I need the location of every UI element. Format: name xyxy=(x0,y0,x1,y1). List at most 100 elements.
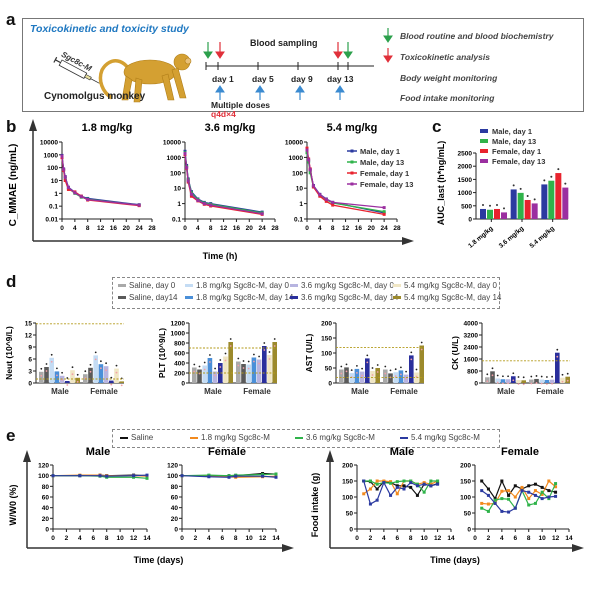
data-dot xyxy=(366,354,369,357)
data-dot xyxy=(356,372,358,374)
data-dot xyxy=(253,353,255,356)
data-dot xyxy=(517,376,520,378)
data-dot xyxy=(551,382,553,385)
data-point xyxy=(533,493,537,497)
data-point xyxy=(480,506,484,510)
data-dot xyxy=(394,375,397,378)
data-point xyxy=(368,479,372,483)
x-tick-label: 8 xyxy=(409,535,413,542)
x-tick-label: 20 xyxy=(123,225,131,232)
data-point xyxy=(324,199,328,203)
legend-body-weight: Body weight monitoring xyxy=(400,73,498,83)
x-axis-arrowhead-icon xyxy=(402,237,414,245)
data-point xyxy=(540,485,544,489)
legend-line-icon xyxy=(295,436,303,439)
x-tick-label: 5.4 mg/kg xyxy=(528,225,555,250)
data-point xyxy=(375,479,379,483)
data-point xyxy=(540,492,544,496)
blood-routine-arrow-icon xyxy=(203,42,213,59)
data-dot xyxy=(400,373,402,376)
x-tick-label: 8 xyxy=(527,535,531,542)
data-point xyxy=(145,476,149,480)
monkey-icon xyxy=(98,53,192,103)
legend-blood-routine: Blood routine and blood biochemistry xyxy=(400,31,554,41)
data-point xyxy=(533,489,537,493)
pk-subplot: 1.8 mg/kg 0.01 0.1 1 10 100 1000 10000 0 4 8 12 16 20… xyxy=(40,122,156,232)
y-tick-label: 150 xyxy=(460,479,471,486)
legend-item: 3.6 mg/kg Sgc8c-M, day 0 xyxy=(290,281,394,290)
data-dot xyxy=(120,384,123,387)
data-dot xyxy=(482,203,484,206)
data-dot xyxy=(503,207,505,210)
data-dot xyxy=(193,370,196,373)
x-tick-label: 8 xyxy=(86,225,90,232)
y-tick-label: 120 xyxy=(167,463,178,470)
legend-marker xyxy=(350,182,354,186)
data-dot xyxy=(115,364,118,367)
data-dot xyxy=(214,367,217,370)
data-point xyxy=(196,198,200,202)
data-dot xyxy=(400,366,402,369)
y-tick-label: 0.1 xyxy=(172,217,181,224)
syringe-icon xyxy=(53,56,100,84)
data-dot xyxy=(100,367,102,370)
data-point xyxy=(527,503,531,507)
bar xyxy=(354,368,360,383)
data-dot xyxy=(512,372,515,375)
y-tick-label: 2500 xyxy=(458,151,473,158)
y-tick-label: 0 xyxy=(181,381,185,388)
legend-swatch xyxy=(290,284,298,288)
data-point xyxy=(533,501,537,505)
bar xyxy=(228,342,233,383)
subplot-title: Female xyxy=(501,446,539,458)
legend-label: Saline, day14 xyxy=(129,293,178,302)
legend-green-arrow-icon xyxy=(383,28,393,43)
legend-label: Male, day 13 xyxy=(360,158,404,167)
legend-item: Saline, day 0 xyxy=(118,281,175,290)
bar xyxy=(44,367,49,383)
data-dot xyxy=(45,363,48,365)
bar xyxy=(262,346,267,383)
data-point xyxy=(480,501,484,505)
data-dot xyxy=(209,354,211,356)
legend-item: 5.4 mg/kg Sgc8c-M, day 14 xyxy=(393,293,501,302)
x-tick-label: 10 xyxy=(117,535,125,542)
x-tick-label: 0 xyxy=(183,225,187,232)
y-tick-label: 0 xyxy=(328,381,332,388)
data-point xyxy=(520,487,524,491)
data-dot xyxy=(496,374,499,377)
data-point xyxy=(513,495,517,499)
legend-label: 3.6 mg/kg Sgc8c-M xyxy=(306,433,375,442)
y-tick-label: 60 xyxy=(42,495,50,502)
data-point xyxy=(409,481,413,485)
x-tick-label: 14 xyxy=(272,535,280,542)
bar xyxy=(272,342,277,383)
bar xyxy=(192,367,197,383)
x-tick-label: 0 xyxy=(305,225,309,232)
bar xyxy=(419,345,424,383)
data-dot xyxy=(61,371,63,374)
bar xyxy=(202,365,207,383)
data-dot xyxy=(566,379,569,382)
data-point xyxy=(409,485,413,489)
data-dot xyxy=(50,360,53,363)
category-label: Female xyxy=(536,387,564,396)
data-point xyxy=(513,506,517,510)
bar xyxy=(212,371,218,383)
data-point xyxy=(137,203,141,207)
y-tick-label: 0.1 xyxy=(49,204,58,211)
data-dot xyxy=(546,376,548,378)
y-axis-arrowhead-icon xyxy=(326,450,334,462)
data-point xyxy=(375,482,379,486)
x-tick-label: 14 xyxy=(565,535,573,542)
legend-label: Male, day 1 xyxy=(492,127,532,136)
y-tick-label: 0 xyxy=(174,527,178,534)
data-dot xyxy=(345,370,348,373)
data-dot xyxy=(507,382,509,385)
bar xyxy=(529,379,534,383)
data-dot xyxy=(110,383,113,386)
data-dot xyxy=(340,372,343,375)
data-dot xyxy=(94,351,97,354)
data-point xyxy=(395,492,399,496)
data-dot xyxy=(71,366,74,369)
